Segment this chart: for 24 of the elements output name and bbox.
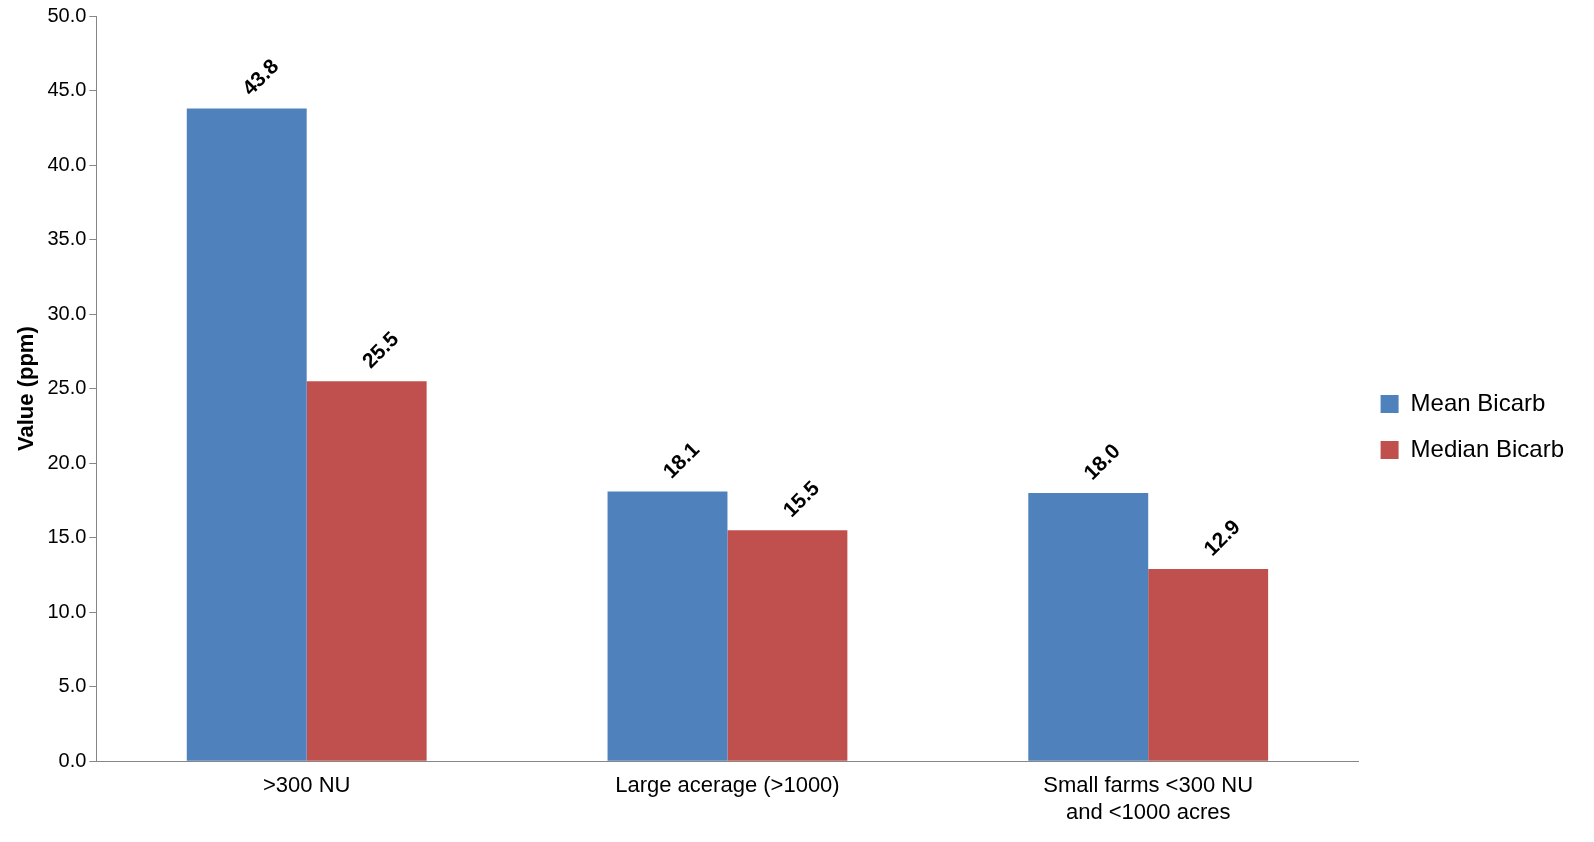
x-tick-label: Small farms <300 NU and <1000 acres xyxy=(1043,772,1254,824)
y-axis-title: Value (ppm) xyxy=(13,326,39,451)
x-tick-label: >300 NU xyxy=(262,772,351,798)
legend-label: Mean Bicarb xyxy=(1410,388,1546,416)
bar xyxy=(306,381,427,761)
bar xyxy=(607,491,728,761)
y-tick-label: 15.0 xyxy=(47,525,87,548)
y-tick-label: 40.0 xyxy=(47,152,87,175)
legend-label: Median Bicarb xyxy=(1410,434,1565,462)
x-tick-label: Large acerage (>1000) xyxy=(615,772,840,798)
y-tick-label: 25.0 xyxy=(47,376,87,399)
y-tick-label: 45.0 xyxy=(47,78,87,101)
y-tick-label: 0.0 xyxy=(58,748,87,771)
bar xyxy=(186,108,307,761)
y-tick-label: 5.0 xyxy=(58,674,87,697)
y-tick-label: 30.0 xyxy=(47,301,87,324)
y-tick-label: 35.0 xyxy=(47,227,87,250)
bar xyxy=(727,530,848,761)
y-tick-label: 20.0 xyxy=(47,450,87,473)
y-tick-label: 50.0 xyxy=(47,3,87,26)
bar xyxy=(1148,568,1269,761)
bar xyxy=(1028,492,1149,761)
y-tick-label: 10.0 xyxy=(47,599,87,622)
data-label: 43.8 xyxy=(237,53,283,100)
